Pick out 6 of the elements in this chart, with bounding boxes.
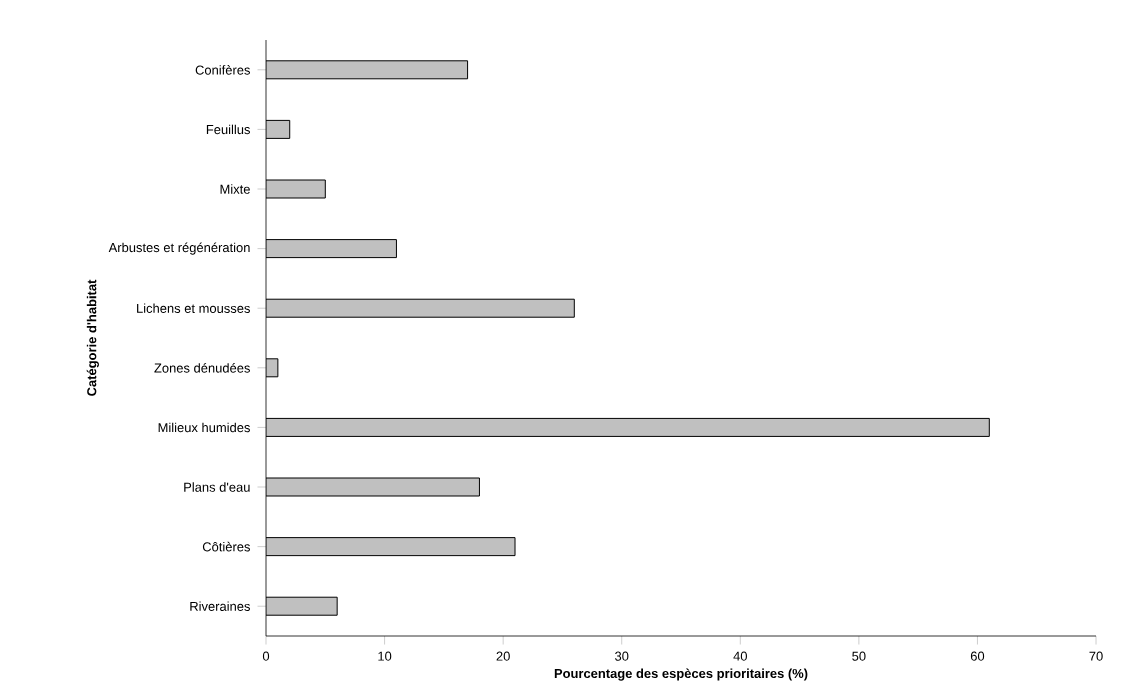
- bar: [266, 417, 990, 437]
- bar: [266, 596, 338, 616]
- bar: [266, 537, 516, 557]
- bar: [266, 298, 575, 318]
- bar: [266, 239, 397, 259]
- bar: [266, 60, 469, 80]
